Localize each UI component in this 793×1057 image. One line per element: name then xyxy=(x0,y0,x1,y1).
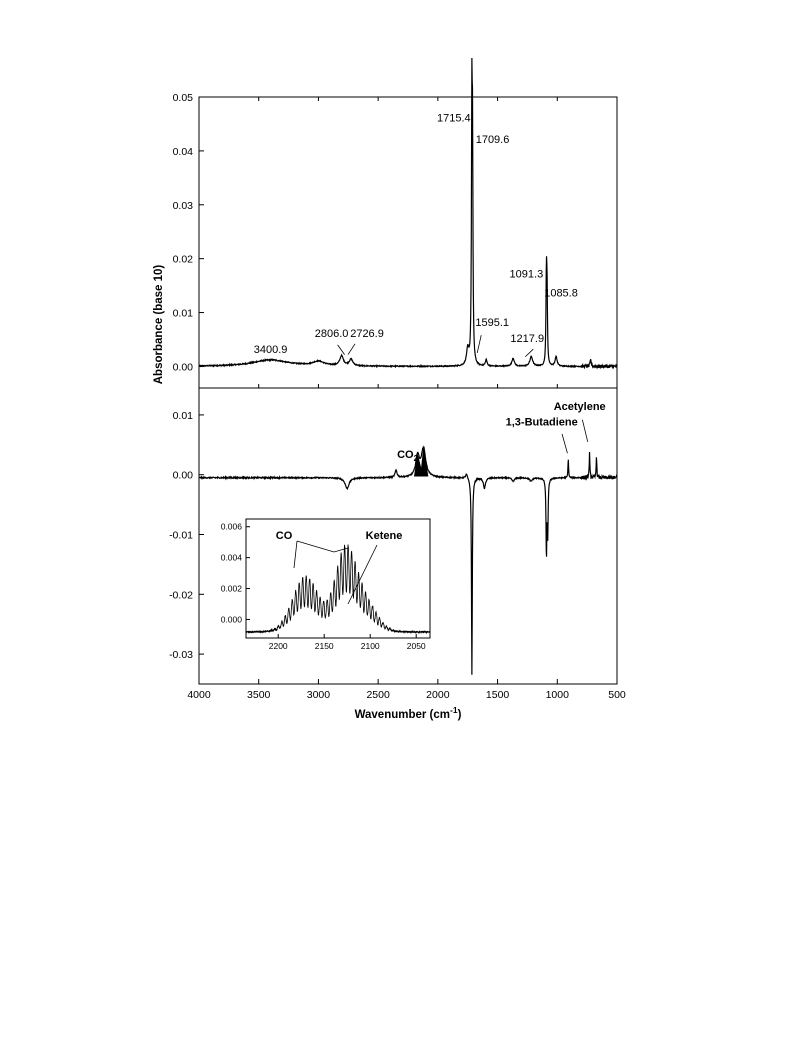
x-tick-label: 2500 xyxy=(366,689,390,701)
y-axis-title: Absorbance (base 10) xyxy=(153,265,165,385)
x-axis-title-close: ) xyxy=(458,709,462,721)
butadiene-label: 1,3-Butadiene xyxy=(506,417,578,429)
x-tick-label: 1000 xyxy=(546,689,570,701)
top-y-tick-label: 0.02 xyxy=(173,254,194,266)
inset-ketene-leader xyxy=(347,544,378,605)
top-panel: 0.00 0.01 0.02 0.03 0.04 0.05 3400.9 2806.0 2726… xyxy=(173,58,618,389)
top-y-tick-label: 0.04 xyxy=(173,146,194,158)
top-y-tick-label: 0.03 xyxy=(173,200,194,212)
x-tick-label: 3000 xyxy=(307,689,331,701)
co2-label-sub: 2 xyxy=(414,454,419,463)
top-y-tick-label: 0.00 xyxy=(173,361,194,373)
inset-panel: 0.000 0.002 0.004 0.006 2200 2150 2100 2050 CO Ke… xyxy=(221,518,431,651)
top-leader-line xyxy=(476,335,482,354)
x-tick-label: 3500 xyxy=(247,689,271,701)
co2-label: CO2 xyxy=(397,449,419,463)
bottom-y-tick-label: -0.02 xyxy=(169,589,193,601)
inset-co-leader-2 xyxy=(293,540,298,569)
top-peak-label: 2726.9 xyxy=(350,328,384,340)
inset-x-tick-label: 2050 xyxy=(407,641,426,651)
x-axis-title: Wavenumber (cm-1) xyxy=(355,705,462,721)
top-leader-line xyxy=(337,344,345,355)
top-peak-label: 1217.9 xyxy=(510,333,544,345)
inset-x-tick-label: 2200 xyxy=(269,641,288,651)
acetylene-label: Acetylene xyxy=(554,401,606,413)
x-tick-label: 500 xyxy=(608,689,626,701)
x-axis-title-main: Wavenumber (cm xyxy=(355,709,450,721)
inset-co-label: CO xyxy=(276,530,293,542)
top-peak-label: 1595.1 xyxy=(475,317,509,329)
top-peak-label: 1715.4 xyxy=(437,112,471,124)
top-leader-line xyxy=(524,348,534,358)
shared-axes: 4000 3500 3000 2500 2000 1500 1000 500 Wavenumbe… xyxy=(153,97,626,721)
top-peak-label: 2806.0 xyxy=(315,328,349,340)
inset-y-tick-label: 0.004 xyxy=(221,553,243,563)
inset-y-tick-label: 0.002 xyxy=(221,584,243,594)
inset-frame xyxy=(245,518,431,639)
x-tick-label: 2000 xyxy=(426,689,450,701)
inset-y-tick-label: 0.006 xyxy=(221,522,243,532)
inset-ketene-label: Ketene xyxy=(366,530,403,542)
top-peak-label: 1709.6 xyxy=(476,134,510,146)
top-leader-line xyxy=(347,343,356,355)
top-y-tick-label: 0.05 xyxy=(173,92,194,104)
top-peak-label: 1085.8 xyxy=(544,287,578,299)
x-axis-title-sup: -1 xyxy=(450,705,458,715)
top-spectrum-line xyxy=(198,58,618,370)
bottom-y-tick-label: -0.01 xyxy=(169,530,193,542)
bottom-frame xyxy=(198,387,618,685)
bottom-y-tick-label: 0.00 xyxy=(173,470,194,482)
top-peak-label: 1091.3 xyxy=(510,269,544,281)
top-y-tick-label: 0.01 xyxy=(173,308,194,320)
inset-x-tick-label: 2100 xyxy=(361,641,380,651)
inset-co-leader xyxy=(296,540,349,553)
co2-label-main: CO xyxy=(397,449,414,461)
acetylene-leader xyxy=(581,419,589,442)
bottom-panel: 0.010.00-0.01-0.02-0.03CO21,3-ButadieneA… xyxy=(169,387,618,685)
inset-spectrum-line xyxy=(245,544,431,635)
bottom-y-tick-label: -0.03 xyxy=(169,649,193,661)
x-tick-label: 4000 xyxy=(187,689,211,701)
bottom-spectrum-line xyxy=(198,446,618,675)
top-peak-label: 3400.9 xyxy=(254,344,288,356)
bottom-co-ketene-band xyxy=(413,444,429,477)
inset-y-tick-label: 0.000 xyxy=(221,614,243,624)
inset-x-tick-label: 2150 xyxy=(315,641,334,651)
bottom-y-tick-label: 0.01 xyxy=(173,410,194,422)
butadiene-leader xyxy=(561,433,568,454)
x-tick-label: 1500 xyxy=(486,689,510,701)
